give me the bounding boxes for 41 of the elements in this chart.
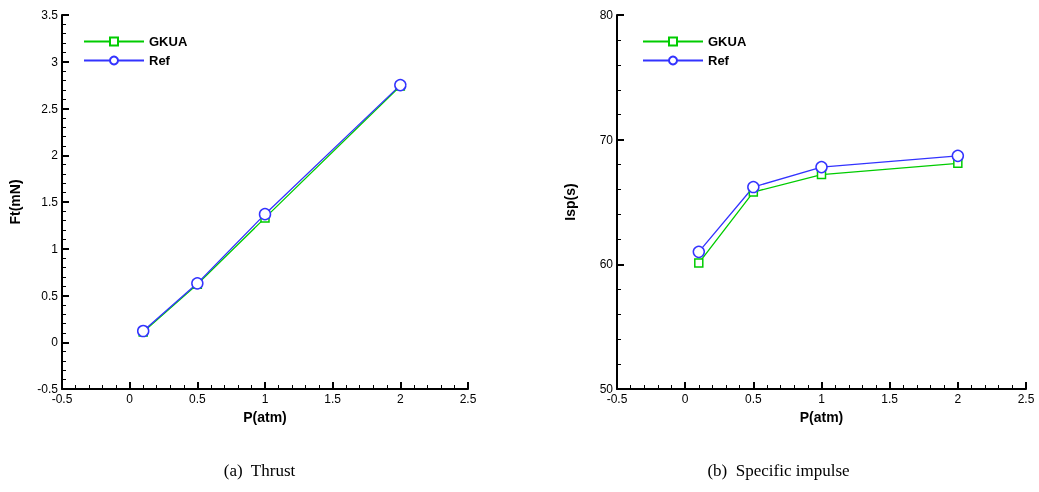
y-tick-label: 3.5 xyxy=(41,8,59,22)
y-tick-label: 70 xyxy=(599,132,614,147)
legend-label: GKUA xyxy=(708,34,747,49)
x-tick-label: 1.5 xyxy=(881,392,899,406)
y-tick-label: -0.5 xyxy=(37,382,59,396)
x-tick-label: 0 xyxy=(681,392,689,406)
y-tick-label: 0 xyxy=(51,335,59,350)
text: (a) Thrust xyxy=(223,461,296,480)
legend-label: GKUA xyxy=(149,34,188,49)
x-axis-title: P(atm) xyxy=(243,408,287,425)
x-tick-label: 0.5 xyxy=(188,392,206,406)
x-tick-label: 2 xyxy=(396,392,404,406)
y-tick-label: 2 xyxy=(51,148,59,163)
x-tick-label: 0 xyxy=(126,392,134,406)
y-tick-label: 3 xyxy=(51,54,59,69)
x-tick-label: 2.5 xyxy=(1017,392,1035,406)
x-tick-label: 2.5 xyxy=(459,392,477,406)
point xyxy=(692,245,706,259)
x-tick-label: 2 xyxy=(954,392,962,406)
y-axis-title: Ft(mN) xyxy=(7,179,23,225)
y-tick-label: 0.5 xyxy=(41,288,59,303)
x-tick-label: 1.5 xyxy=(324,392,342,406)
y-tick-label: 1.5 xyxy=(41,195,59,209)
legend-label: Ref xyxy=(708,53,730,68)
x-tick-label: 1 xyxy=(818,392,826,406)
point xyxy=(951,149,965,163)
point xyxy=(258,207,272,221)
text: (b) Specific impulse xyxy=(707,461,850,480)
point xyxy=(694,258,704,268)
x-tick-label: 0.5 xyxy=(744,392,762,406)
legend-label: Ref xyxy=(149,53,171,68)
point xyxy=(747,180,760,194)
y-tick-label: 50 xyxy=(599,382,614,396)
point xyxy=(815,160,828,174)
y-tick-label: 60 xyxy=(599,257,614,272)
y-tick-label: 80 xyxy=(599,8,614,22)
y-tick-label: 2.5 xyxy=(41,101,59,116)
x-axis-title: P(atm) xyxy=(799,408,844,425)
y-axis-title: Isp(s) xyxy=(562,183,578,221)
y-tick-label: 1 xyxy=(51,241,59,256)
x-tick-label: 1 xyxy=(261,392,269,406)
